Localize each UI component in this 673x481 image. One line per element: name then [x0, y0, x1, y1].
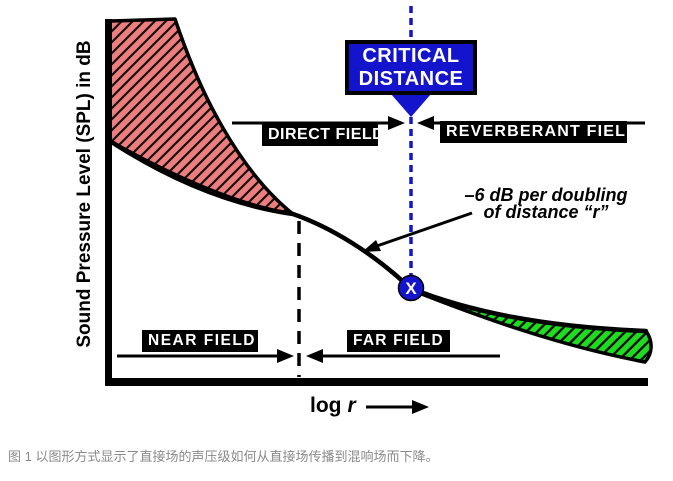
critical-point-marker-label: X: [405, 279, 417, 298]
annotation-arrow-line: [373, 211, 473, 249]
y-axis-label: Sound Pressure Level (SPL) in dB: [74, 40, 95, 348]
x-axis-label: log r: [310, 394, 356, 418]
x-axis-label-log: log: [310, 394, 342, 417]
reverberant-field-arrowhead: [417, 116, 434, 130]
direct-field-label: DIRECT FIELD: [262, 124, 384, 146]
x-axis: [105, 378, 648, 386]
figure-caption: 图 1 以图形方式显示了直接场的声压级如何从直接场传播到混响场而下降。: [8, 449, 439, 464]
annotation-arrowhead: [362, 240, 381, 252]
near-field-arrowhead: [277, 349, 294, 363]
critical-distance-pointer-icon: [391, 94, 431, 117]
near-field-spread-region: [108, 17, 295, 216]
reverberant-field-label: REVERBERANT FIELD: [440, 121, 638, 143]
critical-distance-line1: CRITICAL: [362, 44, 460, 67]
critical-distance-callout: CRITICAL DISTANCE: [345, 40, 477, 95]
direct-field-arrowhead: [388, 116, 405, 130]
far-field-label: FAR FIELD: [347, 330, 450, 352]
six-db-annotation-line2: of distance “r”: [483, 202, 609, 222]
spl-curve: [107, 138, 649, 334]
six-db-annotation: –6 dB per doubling of distance “r”: [455, 185, 637, 222]
critical-distance-line2: DISTANCE: [358, 67, 464, 90]
spl-diagram-graphics: X: [105, 6, 653, 414]
log-r-arrowhead: [412, 400, 429, 414]
six-db-annotation-line1: –6 dB per doubling: [464, 185, 628, 205]
far-field-arrowhead: [306, 349, 323, 363]
y-axis: [105, 19, 112, 386]
near-field-label: NEAR FIELD: [142, 330, 258, 352]
critical-point-marker-icon: [397, 274, 425, 302]
x-axis-label-r: r: [347, 394, 356, 417]
